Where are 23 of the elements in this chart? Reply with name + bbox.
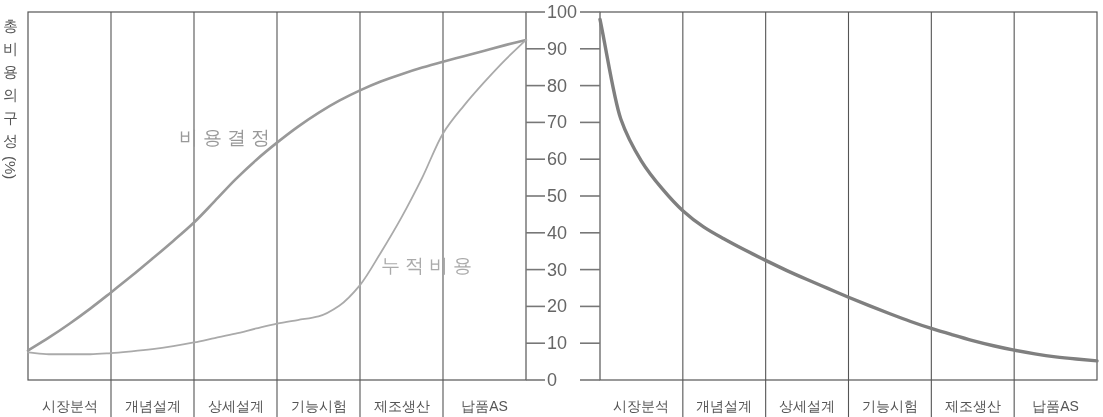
y-tick-label: 20 (547, 296, 568, 317)
x-tick-label: 납품AS (1032, 398, 1079, 414)
y-tick-label: 100 (547, 2, 578, 22)
y-tick-label: 90 (547, 38, 568, 59)
x-tick-label: 기능시험 (861, 398, 918, 414)
y-tick-label: 70 (547, 112, 568, 133)
y-tick-label: 30 (547, 259, 568, 280)
x-tick-label: 상세설계 (779, 398, 836, 414)
y-tick-label: 80 (547, 75, 568, 96)
y-tick-label: 60 (547, 149, 568, 170)
x-tick-label: 제조생산 (373, 398, 430, 414)
x-tick-label: 상세설계 (207, 398, 264, 414)
y-tick-label: 50 (547, 186, 568, 206)
x-tick-label: 납품AS (461, 398, 508, 414)
y-tick-label: 0 (547, 370, 558, 390)
y-tick-label: 40 (547, 222, 568, 243)
x-tick-label: 제조생산 (944, 398, 1001, 414)
x-tick-label: 개념설계 (696, 398, 753, 414)
x-tick-label: 기능시험 (290, 398, 347, 414)
x-tick-label: 개념설계 (124, 398, 181, 414)
x-tick-label: 시장분석 (41, 398, 98, 414)
y-tick-label: 10 (547, 333, 568, 354)
x-tick-label: 시장분석 (613, 398, 670, 414)
